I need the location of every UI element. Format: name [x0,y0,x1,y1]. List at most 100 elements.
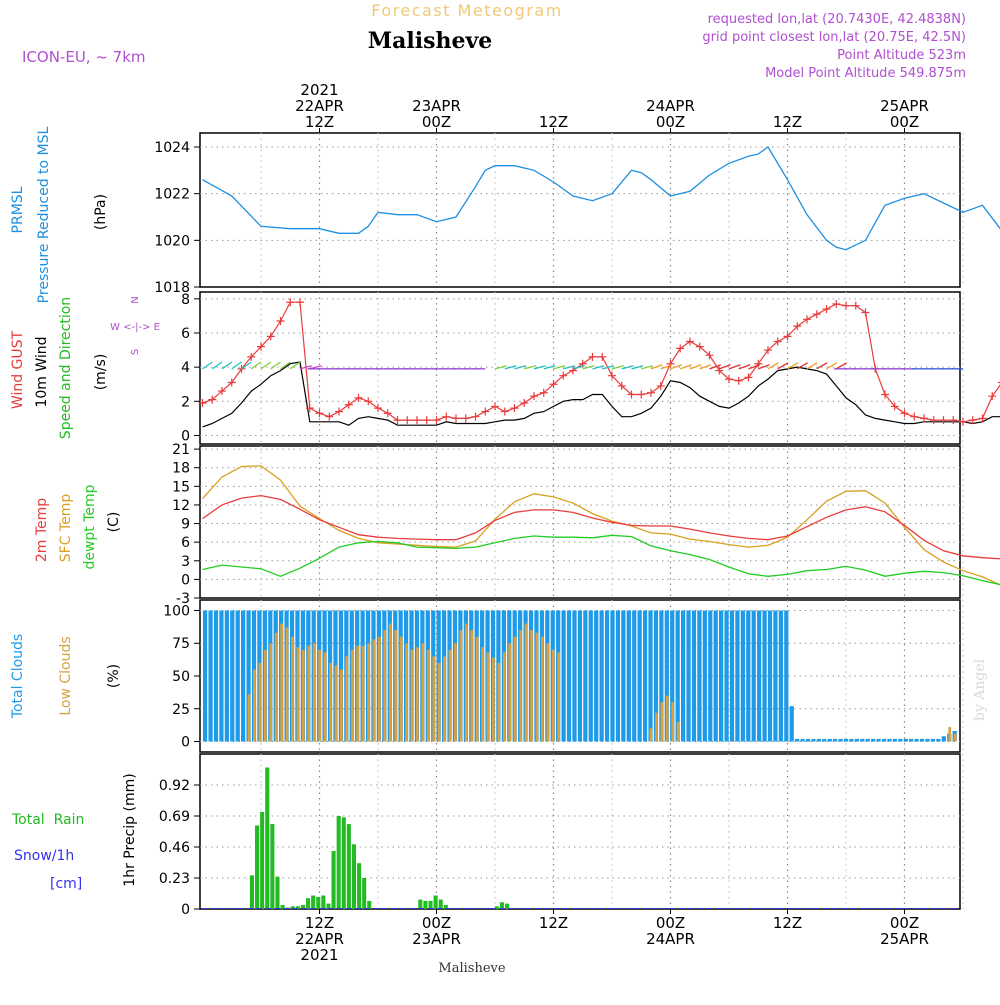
low-clouds-bar [438,663,441,742]
low-clouds-bar [552,650,555,742]
rain-bar [357,863,361,909]
wind-direction-arrow [768,363,778,369]
rain-bar [332,851,336,909]
rain-bar [500,902,504,909]
low-clouds-bar [345,656,348,741]
wind-gust-marker [520,399,528,407]
total-clouds-bar [708,610,712,741]
low-clouds-bar [313,643,316,741]
wind-tick-label: 2 [181,394,190,410]
clouds-tick-label: 50 [172,669,190,685]
total-clouds-bar [860,739,864,742]
wind-gust-marker [403,416,411,424]
wind-series [199,298,1000,427]
time-label-bottom: 12Z [539,914,568,932]
precip-tick-label: 0 [181,902,190,918]
low-clouds-bar [367,643,370,741]
total-clouds-bar [779,610,783,741]
wind-direction-arrow [232,362,242,369]
temp-tick-label: 0 [181,572,190,588]
wind-gust-marker [920,414,928,422]
low-clouds-bar [416,647,419,741]
total-clouds-bar [833,739,837,742]
total-clouds-bar [925,739,929,742]
total-clouds-bar [638,610,642,741]
low-clouds-bar [465,624,468,742]
low-clouds-bar [481,647,484,741]
wind-gust-marker [355,394,363,402]
wind-gust-marker [296,298,304,306]
total-clouds-bar [904,739,908,742]
rain-bar [347,824,351,909]
wind-gust-marker [286,298,294,306]
total-clouds-bar [806,739,810,742]
total-clouds-bar [730,610,734,741]
total-clouds-bar [561,610,565,741]
total-clouds-bar [627,610,631,741]
wind-gust-marker [735,377,743,385]
total-clouds-bar [855,739,859,742]
temp-tick-label: 9 [181,517,190,533]
temperature-series [203,466,1000,586]
wind-gust-marker [316,409,324,417]
total-clouds-bar [230,610,234,741]
wind-gust-label: Wind GUST [10,330,26,409]
rain-bar [352,844,356,909]
wind-gust-marker [842,302,850,310]
clouds-tick-label: 0 [181,735,190,751]
total-clouds-label: Total Clouds [10,634,26,719]
low-clouds-bar [514,637,517,742]
rain-bar [270,824,274,909]
model-altitude: Model Point Altitude 549.875m [765,66,966,81]
total-clouds-bar [719,610,723,741]
rain-bar [265,767,269,909]
low-clouds-bar [400,637,403,742]
wind-gust-marker [345,401,353,409]
wind-tick-label: 4 [181,360,190,376]
total-clouds-bar [844,739,848,742]
temp-dewpt-line [203,535,1000,585]
low-clouds-bar [454,643,457,741]
low-clouds-bar [362,646,365,742]
low-clouds-bar [541,637,544,742]
wind-direction-arrow [212,362,222,369]
precip-tick-label: 0.69 [159,809,190,825]
total-clouds-bar [605,610,609,741]
rain-bar [428,901,432,909]
precip-unit: 1hr Precip (mm) [122,773,138,886]
total-clouds-bar [236,610,240,741]
total-clouds-bar [936,739,940,742]
clouds-unit: (%) [106,664,122,688]
wind-gust-line [203,302,1000,422]
rain-bar [362,878,366,909]
total-clouds-bar [643,610,647,741]
wind-gust-marker [813,310,821,318]
low-clouds-label: Low Clouds [58,636,74,715]
low-clouds-bar [666,696,669,742]
time-label-bottom: 12Z [773,914,802,932]
temp-unit: (C) [106,512,122,533]
precip-tick-label: 0.92 [159,778,190,794]
wind-gust-marker [530,392,538,400]
total-clouds-bar [214,610,218,741]
total-clouds-bar [752,610,756,741]
low-clouds-bar [536,633,539,742]
low-clouds-bar [329,663,332,742]
low-clouds-bar [449,650,452,742]
wind-gust-marker [442,413,450,421]
compass-south: S [130,349,141,355]
low-clouds-bar [459,630,462,741]
wind-gust-marker [491,402,499,410]
low-clouds-bar [677,722,680,742]
total-clouds-bar [762,610,766,741]
pressure-series [203,147,1000,250]
wind-gust-marker [462,414,470,422]
total-clouds-bar [703,610,707,741]
total-clouds-bar [887,739,891,742]
wind-gust-marker [472,413,480,421]
pressure-tick-label: 1020 [154,233,190,249]
low-clouds-bar [525,624,528,742]
time-label-bottom: 23APR [412,930,461,948]
total-clouds-bar [692,610,696,741]
